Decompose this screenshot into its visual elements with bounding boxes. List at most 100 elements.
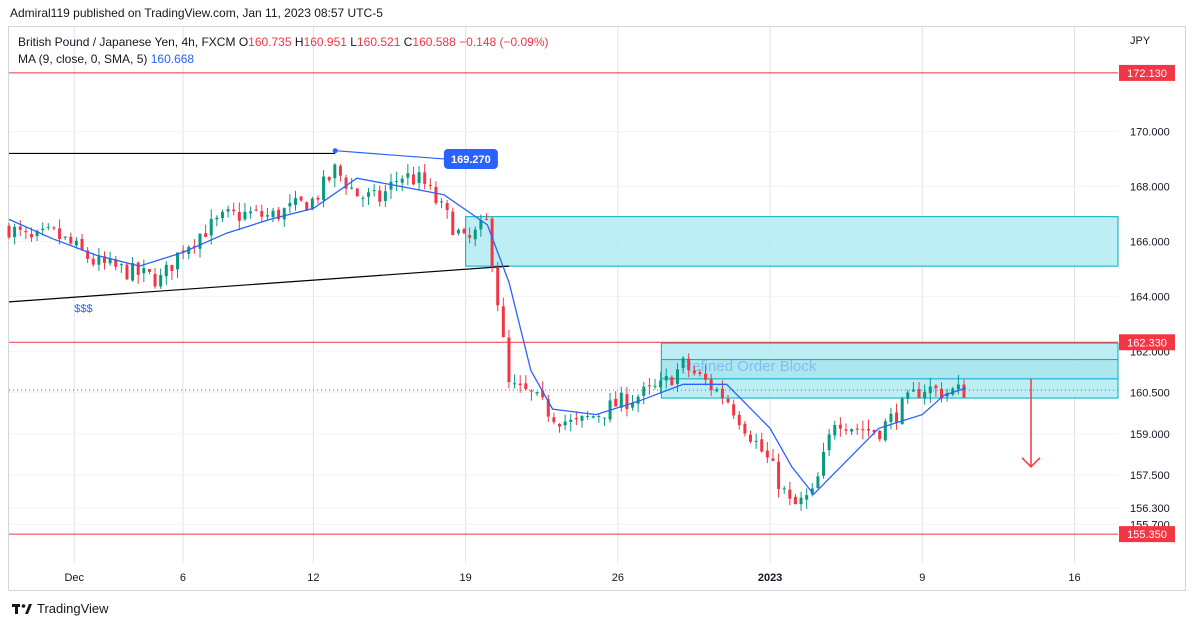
candle-body [372,190,376,192]
candle-body [215,217,219,220]
candle-body [782,488,786,490]
candle-body [333,164,337,179]
candle-body [271,210,275,218]
candle-body [209,218,213,236]
candle-body [732,404,736,416]
candle-body [816,476,820,489]
candle-body [580,415,584,421]
candle-body [58,228,62,239]
candle-body [468,235,472,238]
candle-body [254,209,258,211]
candle-body [147,269,151,272]
candle-body [760,439,764,452]
price-callout-label: 169.270 [451,154,491,166]
candle-body [552,417,556,423]
candle-body [838,424,842,429]
legend-close-label: C [403,35,413,49]
candle-body [866,428,870,431]
candle-body [563,421,567,426]
candle-body [367,192,371,197]
candle-body [749,434,753,442]
legend-high: 160.951 [303,35,347,49]
candle-body [125,264,129,280]
candle-body [204,233,208,237]
candle-body [164,264,168,277]
chart-grid [9,27,1118,563]
candle-body [541,390,545,398]
candle-body [765,450,769,458]
candle-body [895,412,899,423]
candle-body [956,384,960,390]
x-tick-label: 19 [460,572,472,584]
candle-body [574,417,578,420]
candle-body [176,252,180,270]
candle-body [13,226,17,238]
candle-body [872,429,876,433]
candle-body [445,203,449,211]
chart-frame [8,26,1186,591]
candle-body [934,385,938,389]
candle-body [299,196,303,201]
candle-body [653,385,657,387]
candle-body [479,220,483,230]
candle-body [361,197,365,199]
candle-body [524,383,528,390]
candle-body [647,385,651,387]
candle-body [192,245,196,247]
legend-open-label: O [238,35,249,49]
x-tick-label: 26 [612,572,624,584]
candle-body [108,258,112,264]
candle-body [277,209,281,220]
candle-body [7,225,11,238]
trendline-anchor [332,148,338,154]
moving-average [8,177,967,496]
candle-body [383,191,387,201]
candle-body [558,423,562,427]
candle-body [625,394,629,410]
candle-body [260,211,264,217]
price-level-tag [1119,64,1175,81]
candle-body [928,386,932,394]
candle-body [586,416,590,418]
x-tick-label: 6 [180,572,186,584]
candle-body [687,358,691,371]
candle-body [513,383,517,385]
legend-low: 160.521 [356,35,401,49]
candle-body [355,188,359,197]
candle-body [153,273,157,287]
price-level-label: 172.130 [1127,68,1167,80]
candle-body [52,227,56,229]
tradingview-logo-icon [12,603,32,614]
trendline [335,150,444,160]
candle-body [159,275,163,287]
candle-body [97,256,101,265]
candle-body [501,306,505,338]
candle-body [490,218,494,267]
candle-body [237,212,241,221]
axes: 170.000168.000166.000164.000162.000160.5… [64,35,1175,584]
candle-body [344,177,348,189]
candle-body [591,416,595,418]
y-tick-label: 166.000 [1130,236,1170,248]
candle-body [911,389,915,392]
candle-body [417,172,421,184]
annotations: 169.270 $$$ [74,148,1041,468]
candle-body [827,434,831,451]
x-tick-label: 12 [307,572,319,584]
order-block-band [660,359,1119,380]
candle-body [350,187,354,189]
footer: TradingView [12,601,109,616]
candle-body [18,226,22,230]
candle-body [940,388,944,399]
candle-body [788,489,792,499]
ma-line [8,177,967,496]
candle-body [451,211,455,236]
candle-body [833,425,837,436]
candle-body [80,238,84,250]
candle-body [619,392,623,408]
candle-body [720,388,724,399]
candle-body [805,495,809,500]
candle-body [46,226,50,228]
candle-body [889,413,893,423]
